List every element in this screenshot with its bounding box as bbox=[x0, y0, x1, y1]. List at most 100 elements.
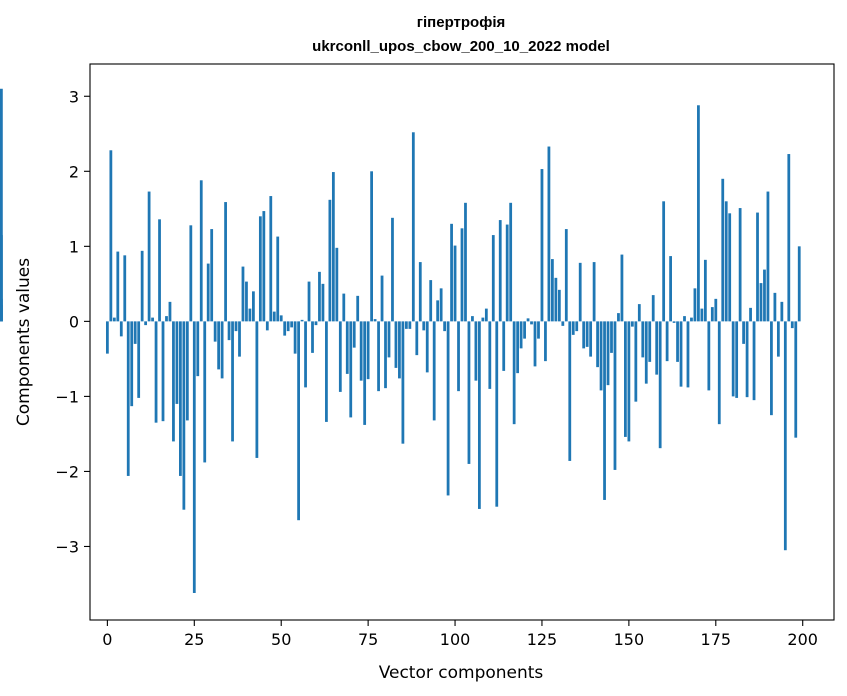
bar bbox=[366, 321, 370, 380]
bar bbox=[648, 321, 652, 362]
bar bbox=[509, 202, 513, 322]
bar bbox=[119, 321, 123, 337]
bar bbox=[304, 321, 307, 388]
bar bbox=[123, 255, 127, 322]
bar bbox=[387, 321, 391, 358]
bar bbox=[703, 259, 707, 322]
bar bbox=[213, 321, 217, 342]
bar bbox=[547, 146, 551, 322]
bar bbox=[630, 321, 634, 327]
bar bbox=[651, 295, 655, 322]
bar bbox=[599, 321, 603, 391]
bar bbox=[717, 321, 721, 425]
x-tick-label: 150 bbox=[614, 630, 645, 649]
bar bbox=[338, 321, 342, 392]
y-axis-ticks: −3 −2 −1 0 1 2 3 bbox=[55, 87, 90, 556]
bar bbox=[286, 321, 290, 332]
bar bbox=[436, 300, 440, 322]
bar bbox=[596, 321, 599, 368]
bar bbox=[165, 316, 168, 322]
bar bbox=[512, 321, 516, 425]
x-tick-label: 125 bbox=[527, 630, 558, 649]
bar bbox=[710, 307, 714, 322]
bar bbox=[620, 254, 624, 322]
bar bbox=[617, 313, 620, 322]
bar bbox=[568, 321, 572, 461]
bar bbox=[283, 321, 287, 336]
bar bbox=[564, 229, 568, 322]
bar bbox=[446, 321, 450, 496]
bar bbox=[314, 321, 318, 326]
bar bbox=[516, 321, 520, 374]
bar bbox=[624, 321, 627, 437]
bar bbox=[168, 301, 172, 322]
bar bbox=[578, 262, 582, 322]
x-tick-label: 175 bbox=[701, 630, 732, 649]
bar bbox=[373, 319, 377, 322]
bar bbox=[756, 212, 759, 322]
bar bbox=[265, 321, 269, 331]
bar bbox=[488, 321, 492, 389]
bar bbox=[161, 321, 165, 422]
bar bbox=[404, 321, 408, 329]
bar bbox=[759, 283, 763, 322]
bar bbox=[610, 321, 613, 353]
bar bbox=[276, 236, 280, 322]
bar bbox=[220, 321, 224, 379]
bar bbox=[724, 201, 728, 322]
bar bbox=[210, 229, 214, 322]
x-tick-label: 200 bbox=[787, 630, 818, 649]
bar bbox=[797, 246, 801, 322]
bar bbox=[224, 202, 227, 322]
bar bbox=[693, 288, 697, 322]
bar bbox=[491, 235, 495, 322]
bar bbox=[279, 315, 283, 322]
bar bbox=[450, 223, 453, 322]
bar bbox=[349, 321, 353, 418]
bar bbox=[272, 311, 276, 322]
bar bbox=[773, 292, 777, 322]
bar bbox=[199, 180, 203, 322]
bar bbox=[185, 321, 189, 421]
bar bbox=[606, 321, 610, 386]
y-tick-label: 0 bbox=[69, 312, 79, 331]
bar bbox=[575, 321, 579, 332]
bar bbox=[592, 262, 596, 322]
bar bbox=[377, 321, 380, 392]
bar bbox=[196, 321, 200, 377]
bar bbox=[144, 321, 148, 326]
bar bbox=[335, 247, 339, 322]
bar bbox=[192, 321, 196, 593]
bar bbox=[154, 321, 158, 423]
bar bbox=[172, 321, 175, 442]
plot-frame bbox=[89, 63, 835, 621]
bar bbox=[540, 169, 544, 322]
bar bbox=[766, 191, 770, 322]
bar bbox=[571, 321, 575, 335]
bar bbox=[217, 321, 221, 370]
bar bbox=[460, 228, 464, 322]
y-tick-label: 3 bbox=[69, 87, 79, 106]
bar bbox=[311, 321, 314, 353]
bar bbox=[269, 196, 273, 322]
bar bbox=[707, 321, 711, 391]
bar bbox=[731, 321, 735, 397]
bar bbox=[495, 321, 499, 507]
bar bbox=[783, 321, 787, 551]
x-tick-label: 75 bbox=[358, 630, 378, 649]
bar bbox=[537, 321, 540, 339]
bar bbox=[342, 293, 346, 322]
chart-subtitle: ukrconll_upos_cbow_200_10_2022 model bbox=[312, 38, 610, 55]
bar bbox=[742, 321, 745, 344]
bar bbox=[794, 321, 798, 438]
bar bbox=[439, 288, 443, 322]
bar bbox=[589, 321, 593, 357]
bar bbox=[398, 321, 401, 379]
bar bbox=[686, 321, 690, 388]
bar bbox=[502, 321, 506, 371]
bar bbox=[658, 321, 662, 449]
x-axis-ticks: 0 25 50 75 100 125 150 175 200 bbox=[102, 620, 818, 649]
bar bbox=[662, 201, 666, 322]
bar bbox=[112, 317, 116, 322]
bar bbox=[0, 235, 3, 322]
